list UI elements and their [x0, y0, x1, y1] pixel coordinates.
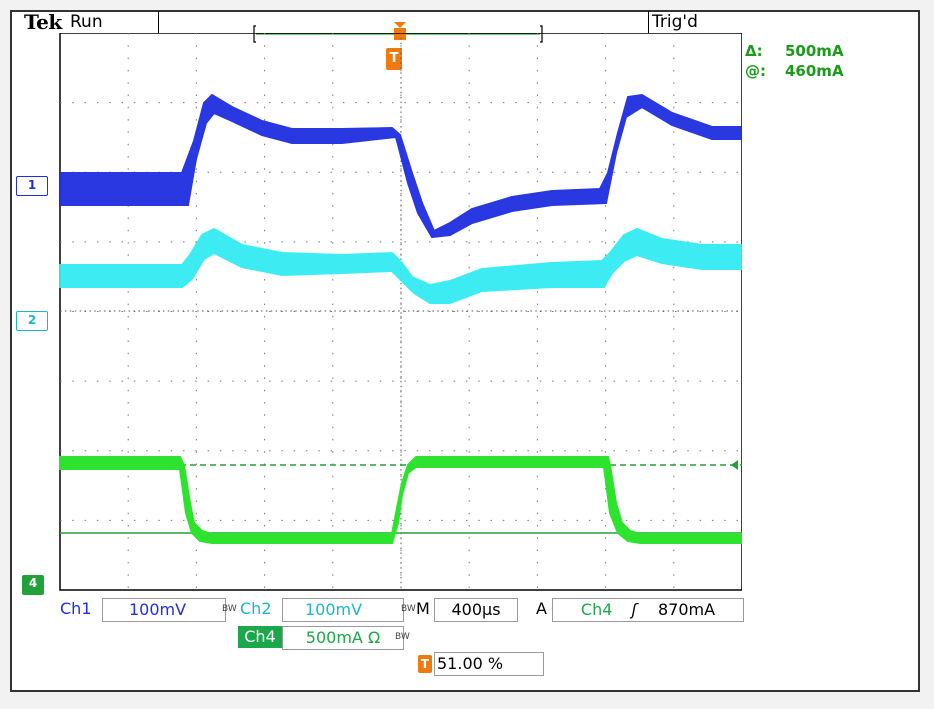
cursor-arrow-icon — [731, 460, 738, 470]
ch1-bw-icon: BW — [222, 604, 237, 614]
ch2-scale[interactable]: 100mV — [282, 598, 404, 622]
ch1-label: Ch1 — [60, 599, 92, 618]
trigger-position[interactable]: 51.00 % — [434, 652, 544, 676]
trigger-mode: A — [536, 599, 547, 618]
panel-corner — [774, 620, 914, 690]
oscilloscope-screen — [10, 10, 920, 692]
at-value: 460mA — [785, 62, 844, 80]
trigger-arrow-icon — [394, 22, 406, 28]
ch4-marker[interactable]: 4 — [22, 575, 44, 595]
trigger-settings[interactable]: Ch4 ʃ 870mA — [552, 598, 744, 622]
trigger-level: 870mA — [657, 600, 716, 619]
cursor-readout: Δ: 500mA @: 460mA — [745, 42, 844, 82]
delta-symbol: Δ: — [745, 42, 763, 60]
trigger-position-icon: T — [418, 655, 432, 673]
timebase[interactable]: 400µs — [434, 598, 518, 622]
delta-value: 500mA — [785, 42, 844, 60]
trigger-position-marker[interactable]: T — [386, 48, 402, 70]
header-divider — [648, 11, 649, 33]
trigger-slope-icon: ʃ — [631, 600, 637, 619]
ch2-waveform — [59, 227, 742, 304]
trigger-state: Trig'd — [652, 12, 698, 32]
ch2-label: Ch2 — [240, 599, 272, 618]
brand-logo: Tek — [24, 10, 62, 34]
ch4-bw-icon: BW — [395, 632, 410, 642]
ch1-marker[interactable]: 1 — [16, 176, 48, 196]
ch2-bw-icon: BW — [401, 604, 416, 614]
run-state: Run — [70, 12, 103, 32]
trigger-source: Ch4 — [580, 600, 613, 619]
ch4-waveform — [59, 456, 742, 544]
record-position-bar[interactable] — [250, 20, 560, 50]
ch4-label: Ch4 — [238, 626, 282, 648]
ch1-waveform — [59, 93, 742, 239]
timebase-prefix: M — [416, 599, 430, 618]
ch2-marker[interactable]: 2 — [16, 311, 48, 331]
record-trigger-icon — [394, 28, 406, 40]
header-divider — [158, 11, 159, 33]
graticule — [59, 33, 742, 591]
ch1-scale[interactable]: 100mV — [102, 598, 226, 622]
ch4-scale[interactable]: 500mA Ω — [282, 626, 404, 650]
at-symbol: @: — [745, 62, 766, 80]
